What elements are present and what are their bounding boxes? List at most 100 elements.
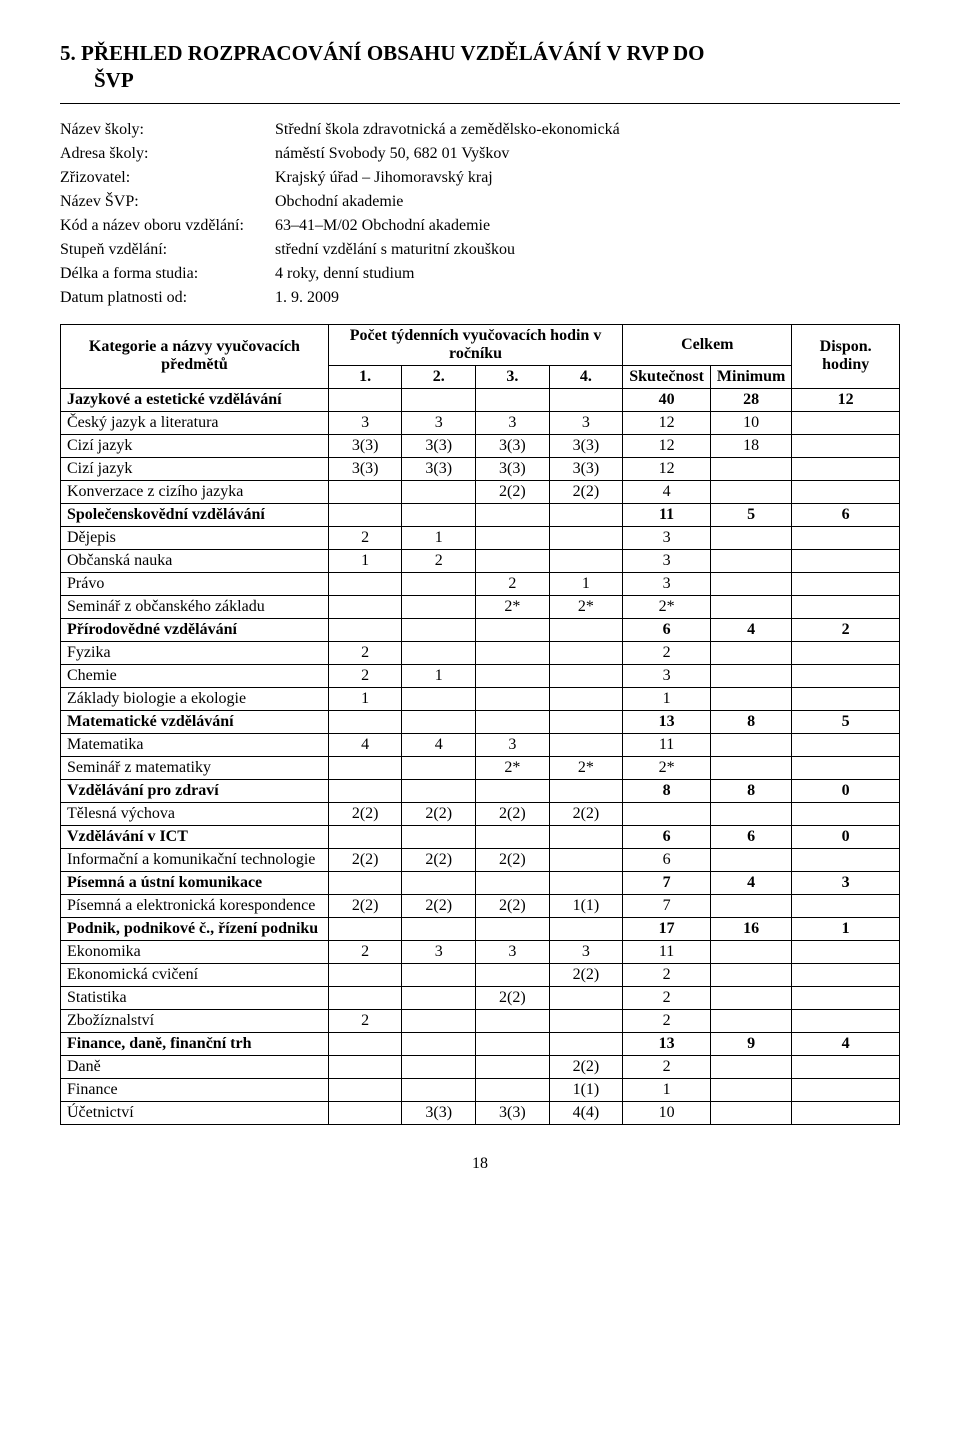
table-cell [476,526,550,549]
table-cell [328,1101,402,1124]
table-cell [549,986,623,1009]
table-cell: Fyzika [61,641,329,664]
table-cell: 28 [710,388,791,411]
table-cell [549,618,623,641]
meta-row: Stupeň vzdělání:střední vzdělání s matur… [60,238,900,262]
table-cell: 2(2) [328,802,402,825]
table-cell [549,664,623,687]
table-cell [792,1055,900,1078]
table-cell: Dějepis [61,526,329,549]
table-cell [792,733,900,756]
table-row: Ekonomika233311 [61,940,900,963]
table-cell: Statistika [61,986,329,1009]
table-cell [328,917,402,940]
table-cell [792,526,900,549]
table-cell [476,871,550,894]
table-cell [402,1032,476,1055]
table-cell [710,986,791,1009]
table-cell [710,1009,791,1032]
table-cell [328,572,402,595]
table-cell: 8 [623,779,711,802]
table-cell [402,825,476,848]
table-cell: 2 [476,572,550,595]
table-cell: 1 [623,687,711,710]
table-cell: 6 [623,825,711,848]
table-cell: 4(4) [549,1101,623,1124]
meta-value: 4 roky, denní studium [275,262,900,286]
table-cell: 3(3) [549,457,623,480]
table-cell: Seminář z matematiky [61,756,329,779]
table-row: Vzdělávání pro zdraví880 [61,779,900,802]
table-cell: Zbožíznalství [61,1009,329,1032]
table-cell [476,618,550,641]
table-cell: 2(2) [549,963,623,986]
table-cell [549,848,623,871]
table-cell [549,388,623,411]
table-cell: Český jazyk a literatura [61,411,329,434]
table-cell [328,480,402,503]
table-cell: 2 [328,1009,402,1032]
table-row: Přírodovědné vzdělávání642 [61,618,900,641]
curriculum-table: Kategorie a názvy vyučovacích předmětů P… [60,324,900,1125]
meta-row: Datum platnosti od:1. 9. 2009 [60,286,900,310]
table-cell [402,1055,476,1078]
table-cell [476,779,550,802]
table-cell: 2(2) [402,802,476,825]
meta-label: Zřizovatel: [60,166,275,190]
table-cell: 2(2) [402,894,476,917]
th-col1: 1. [328,365,402,388]
table-cell [549,779,623,802]
table-cell [792,802,900,825]
table-cell [328,1078,402,1101]
table-cell: 2 [328,526,402,549]
table-cell: 4 [623,480,711,503]
table-cell [476,710,550,733]
table-cell: 3 [476,940,550,963]
meta-label: Adresa školy: [60,142,275,166]
page-number: 18 [60,1155,900,1173]
th-min: Minimum [710,365,791,388]
table-cell: 3(3) [402,1101,476,1124]
table-cell [328,963,402,986]
table-cell: Matematika [61,733,329,756]
table-cell [710,1055,791,1078]
table-row: Informační a komunikační technologie2(2)… [61,848,900,871]
th-weekly: Počet týdenních vyučovacích hodin v ročn… [328,324,622,365]
table-cell [792,756,900,779]
meta-row: Název ŠVP:Obchodní akademie [60,190,900,214]
table-cell [476,1078,550,1101]
table-cell: 3 [623,526,711,549]
table-cell [792,595,900,618]
title-line1: 5. PŘEHLED ROZPRACOVÁNÍ OBSAHU VZDĚLÁVÁN… [60,41,705,65]
table-row: Písemná a ústní komunikace743 [61,871,900,894]
table-row: Jazykové a estetické vzdělávání402812 [61,388,900,411]
table-cell: 3 [476,733,550,756]
table-cell [549,1009,623,1032]
table-row: Základy biologie a ekologie11 [61,687,900,710]
table-cell: 3 [402,411,476,434]
table-body: Jazykové a estetické vzdělávání402812Čes… [61,388,900,1124]
table-cell [476,687,550,710]
table-row: Právo213 [61,572,900,595]
table-cell [402,756,476,779]
meta-label: Název ŠVP: [60,190,275,214]
title-line2: ŠVP [94,68,134,92]
table-cell [792,1009,900,1032]
table-row: Cizí jazyk3(3)3(3)3(3)3(3)12 [61,457,900,480]
table-cell [710,1078,791,1101]
table-cell: 2(2) [328,894,402,917]
table-cell [710,733,791,756]
table-cell: Společenskovědní vzdělávání [61,503,329,526]
table-cell: 1 [328,687,402,710]
table-cell: 7 [623,894,711,917]
table-cell [623,802,711,825]
table-cell [710,572,791,595]
table-cell: 3(3) [328,434,402,457]
table-cell [328,986,402,1009]
table-cell: 10 [710,411,791,434]
table-cell [710,549,791,572]
table-cell [710,848,791,871]
table-row: Seminář z občanského základu2*2*2* [61,595,900,618]
table-row: Dějepis213 [61,526,900,549]
meta-label: Název školy: [60,118,275,142]
